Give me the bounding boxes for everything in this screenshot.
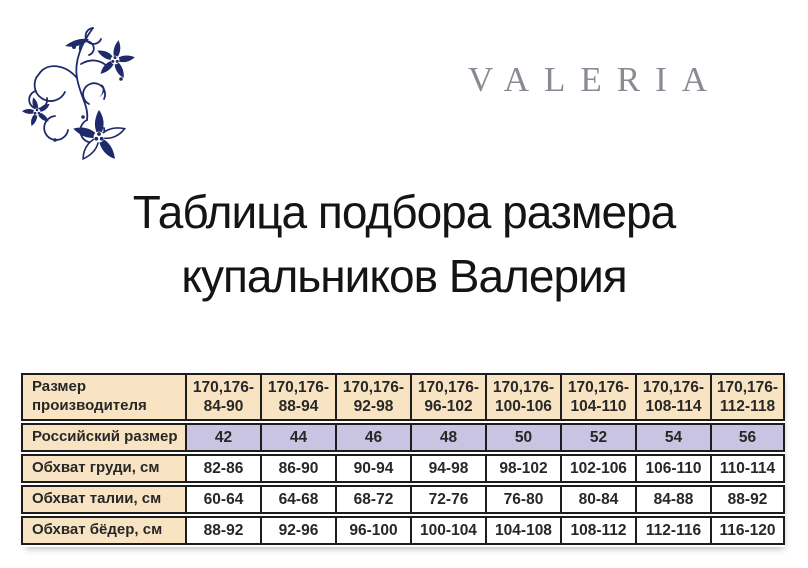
size-cell: 52	[560, 423, 635, 452]
size-cell: 42	[185, 423, 260, 452]
size-table: Размер производителя 170,176- 84-90 170,17…	[21, 371, 785, 547]
size-cell: 104-108	[485, 516, 560, 545]
row-label: Обхват талии, см	[21, 485, 185, 514]
page-title-line1: Таблица подбора размера	[132, 186, 676, 238]
table-row: Размер производителя 170,176- 84-90 170,17…	[21, 373, 785, 421]
size-cell: 98-102	[485, 454, 560, 483]
size-cell: 50	[485, 423, 560, 452]
table-row: Обхват талии, см 60-64 64-68 68-72 72-76 76-8…	[21, 485, 785, 514]
row-label: Обхват бёдер, см	[21, 516, 185, 545]
size-cell: 88-92	[185, 516, 260, 545]
row-label: Обхват груди, см	[21, 454, 185, 483]
size-cell: 100-104	[410, 516, 485, 545]
floral-ornament-icon	[21, 27, 136, 160]
size-cell: 92-96	[260, 516, 335, 545]
page-title: Таблица подбора размера купальников Вале…	[0, 180, 808, 308]
size-cell: 44	[260, 423, 335, 452]
size-table-wrapper: Размер производителя 170,176- 84-90 170,17…	[21, 371, 785, 547]
row-label: Размер производителя	[21, 373, 185, 421]
row-label: Российский размер	[21, 423, 185, 452]
size-cell: 106-110	[635, 454, 710, 483]
size-cell: 72-76	[410, 485, 485, 514]
table-row: Российский размер 42 44 46 48 50 52 54 56	[21, 423, 785, 452]
size-cell: 84-88	[635, 485, 710, 514]
size-cell: 170,176- 88-94	[260, 373, 335, 421]
size-cell: 108-112	[560, 516, 635, 545]
size-cell: 170,176- 108-114	[635, 373, 710, 421]
size-cell: 170,176- 96-102	[410, 373, 485, 421]
size-cell: 82-86	[185, 454, 260, 483]
size-cell: 80-84	[560, 485, 635, 514]
brand-wordmark: VALERIA	[468, 60, 723, 99]
size-table-body: Размер производителя 170,176- 84-90 170,17…	[21, 373, 785, 545]
size-cell: 170,176- 100-106	[485, 373, 560, 421]
size-cell: 170,176- 112-118	[710, 373, 785, 421]
size-cell: 116-120	[710, 516, 785, 545]
size-cell: 110-114	[710, 454, 785, 483]
size-cell: 60-64	[185, 485, 260, 514]
page-title-line2: купальников Валерия	[181, 250, 627, 302]
size-cell: 90-94	[335, 454, 410, 483]
size-cell: 94-98	[410, 454, 485, 483]
size-cell: 56	[710, 423, 785, 452]
size-cell: 76-80	[485, 485, 560, 514]
size-cell: 96-100	[335, 516, 410, 545]
size-cell: 64-68	[260, 485, 335, 514]
size-cell: 48	[410, 423, 485, 452]
size-cell: 170,176- 104-110	[560, 373, 635, 421]
size-cell: 170,176- 84-90	[185, 373, 260, 421]
table-row: Обхват груди, см 82-86 86-90 90-94 94-98 98-1…	[21, 454, 785, 483]
size-cell: 46	[335, 423, 410, 452]
size-cell: 86-90	[260, 454, 335, 483]
size-cell: 54	[635, 423, 710, 452]
size-cell: 68-72	[335, 485, 410, 514]
size-cell: 102-106	[560, 454, 635, 483]
size-cell: 170,176- 92-98	[335, 373, 410, 421]
size-cell: 112-116	[635, 516, 710, 545]
size-cell: 88-92	[710, 485, 785, 514]
table-row: Обхват бёдер, см 88-92 92-96 96-100 100-104 1…	[21, 516, 785, 545]
